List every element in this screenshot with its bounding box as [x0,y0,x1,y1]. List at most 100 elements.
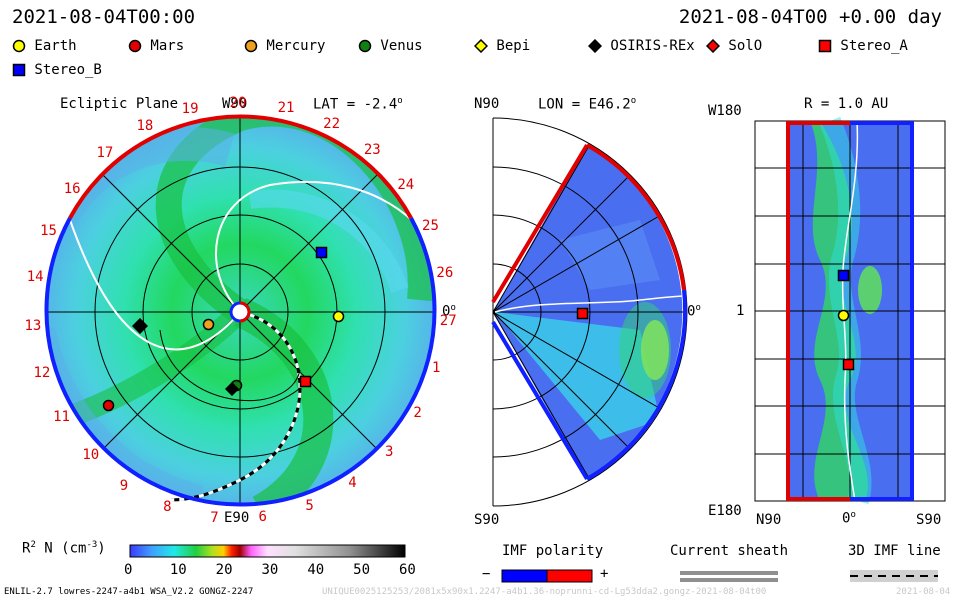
ecliptic-plane-panel [44,114,437,507]
colorbar-tick: 60 [399,562,416,578]
radial-e180: E180 [708,503,742,519]
carrington-tick: 9 [119,478,129,495]
ecliptic-title: Ecliptic Plane [60,96,179,112]
legend-label: Mars [142,38,185,54]
colorbar [129,544,406,558]
legend-label: SolO [720,38,763,54]
footer-run-id: UNIQUE0025125253/2081x5x90x1.2247-a4b1.3… [322,587,767,597]
legend-item-mars: Mars [128,38,184,54]
stereo-a-marker-ecliptic [299,371,312,390]
carrington-tick: 3 [384,443,394,460]
imf-neg-swatch [501,569,548,583]
mercury-marker [202,314,215,333]
carrington-tick: 20 [229,95,247,111]
carrington-tick: 4 [348,475,357,492]
legend-label: Mercury [258,38,326,54]
carrington-tick: 13 [24,317,42,334]
radial-n90: N90 [756,512,782,528]
colorbar-tick: 20 [215,562,233,578]
legend-item-bepi: Bepi [473,38,531,54]
rim-positive [68,114,413,219]
circle-marker-icon [12,38,26,54]
radial-grid [754,120,946,502]
carrington-tick: 16 [63,180,81,197]
ecliptic-lat: LAT = -2.4o [313,96,403,113]
legend-item-stereo-a: Stereo_A [818,38,908,54]
legend-item-osiris-rex: OSIRIS-REx [587,38,695,54]
carrington-tick: 1 [431,360,441,377]
imf-plus: + [600,566,609,582]
legend-label: Stereo_B [26,62,102,78]
radial-one: 1 [736,303,745,319]
legend-item-solo: SolO [705,38,763,54]
radial-zero: 0o [842,510,856,527]
circle-marker-icon [358,38,372,54]
carrington-tick: 25 [422,218,439,235]
meridional-s90: S90 [474,512,500,528]
radial-title: R = 1.0 AU [804,96,889,112]
legend-item-stereo-b: Stereo_B [12,62,102,78]
ecliptic-w90: W90 [222,96,248,112]
stereo-a-marker-meridional [576,303,589,322]
footer-model: ENLIL-2.7 lowres-2247-a4b1 WSA_V2.2 GONG… [4,587,254,597]
radial-panel [754,116,946,505]
legend-label: Venus [372,38,423,54]
stereo-a-marker-radial [842,354,855,373]
legend-item-mercury: Mercury [244,38,325,54]
carrington-tick: 8 [163,499,172,516]
carrington-tick: 2 [413,404,422,421]
carrington-tick: 26 [436,264,454,281]
legend-label: Bepi [488,38,531,54]
imf-line-upper [215,180,415,313]
legend-label: Earth [26,38,77,54]
carrington-tick: 22 [323,116,341,133]
carrington-tick: 27 [439,312,457,329]
left-date: 2021-08-04T00:00 [12,6,196,28]
sheath-line-dash [169,310,302,502]
meridional-n90: N90 [474,96,500,112]
footer-date: 2021-08-04 [896,587,951,597]
stereo-b-marker-radial [837,265,850,284]
circle-marker-icon [244,38,258,54]
sheath-title: Current sheath [670,543,789,559]
carrington-tick: 18 [136,118,154,135]
imf-minus: − [482,566,491,582]
carrington-tick: 19 [181,101,199,118]
carrington-tick: 10 [82,447,100,464]
right-date: 2021-08-04T00 +0.00 day [678,6,942,28]
radial-w180: W180 [708,103,742,119]
imf-pos-swatch [546,569,593,583]
imf-line-left [69,219,241,351]
mars-marker [102,395,115,414]
colorbar-tick: 50 [353,562,371,578]
diamond-marker-icon [587,38,603,54]
colorbar-tick: 10 [169,562,187,578]
carrington-tick: 17 [96,145,114,162]
meridional-zero: 0o [687,303,701,320]
radial-s90: S90 [916,512,942,528]
carrington-tick: 5 [305,497,314,514]
sheath-swatch-a [680,571,778,575]
legend-label: OSIRIS-REx [602,38,695,54]
carrington-tick: 7 [210,509,219,526]
rim-negative [44,217,437,507]
carrington-tick: 21 [277,100,295,117]
legend-item-venus: Venus [358,38,423,54]
carrington-tick: 24 [397,176,415,193]
meridional-plane-panel [491,117,688,507]
carrington-tick: 6 [258,509,267,526]
circle-marker-icon [128,38,142,54]
colorbar-tick: 40 [307,562,325,578]
carrington-tick: 12 [33,364,51,381]
square-marker-icon [818,38,832,54]
colorbar-tick: 0 [124,562,133,578]
carrington-tick: 14 [26,269,44,286]
carrington-tick: 15 [40,222,57,239]
sheath-swatch-b [680,578,778,582]
square-marker-icon [12,62,26,78]
colorbar-label: R2 N (cm-3) [22,540,106,557]
imf-title: IMF polarity [502,543,604,559]
diamond-marker-icon [705,38,721,54]
bepi-marker [224,378,240,397]
